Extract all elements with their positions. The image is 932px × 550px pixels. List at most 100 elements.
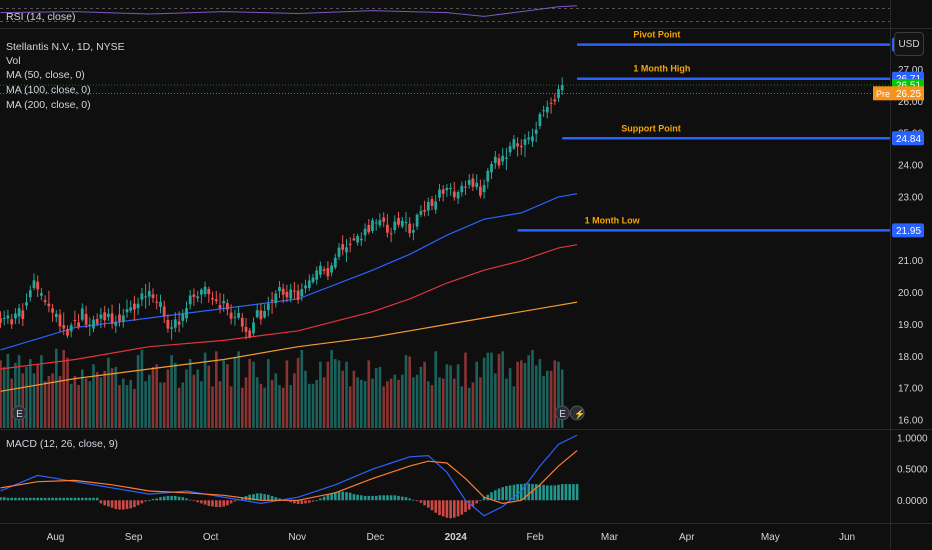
macd-histogram-bar — [460, 500, 464, 515]
candle-body — [0, 318, 2, 323]
macd-histogram-bar — [471, 500, 475, 507]
last-price-tag-text: 26.51 — [896, 81, 921, 92]
volume-bar — [2, 366, 6, 428]
candle-body — [319, 265, 322, 275]
macd-histogram-bar — [229, 500, 233, 504]
candle-body — [345, 247, 348, 253]
currency-button[interactable]: USD — [894, 32, 924, 56]
volume-bar — [415, 374, 419, 428]
macd-histogram-bar — [393, 495, 397, 501]
earnings-marker[interactable] — [554, 405, 570, 421]
macd-histogram-bar — [203, 500, 207, 505]
macd-histogram-bar — [322, 496, 326, 501]
macd-histogram-bar — [482, 497, 486, 501]
macd-histogram-bar — [557, 484, 560, 501]
macd-histogram-bar — [546, 485, 549, 501]
volume-bar — [434, 351, 437, 428]
macd-histogram-bar — [367, 495, 371, 501]
macd-histogram-bar — [99, 500, 103, 504]
volume-bar — [185, 369, 188, 428]
volume-bar — [55, 348, 58, 428]
macd-tick-label: 1.0000 — [897, 434, 928, 445]
pre-market-label-box — [873, 86, 892, 101]
volume-bar — [25, 366, 28, 428]
volume-bar — [467, 387, 471, 428]
candle-body — [144, 296, 147, 298]
macd-histogram-bar — [508, 485, 512, 501]
candle-body — [244, 327, 248, 332]
symbol-title[interactable]: Stellantis N.V., 1D, NYSE — [6, 41, 125, 53]
earnings-marker[interactable] — [11, 405, 27, 421]
candle-body — [412, 230, 415, 233]
candle-body — [333, 257, 337, 268]
macd-histogram-bar — [2, 497, 6, 501]
candle-body — [408, 223, 412, 234]
candle-body — [185, 308, 188, 319]
candle-body — [140, 293, 144, 300]
volume-bar — [69, 383, 73, 428]
price-tick-label: 26.00 — [898, 97, 923, 108]
macd-histogram-bar — [129, 500, 132, 509]
candle-body — [229, 312, 233, 319]
volume-bar — [133, 389, 136, 428]
macd-histogram-bar — [304, 500, 307, 504]
ma50-legend[interactable]: MA (50, close, 0) — [6, 69, 85, 81]
candle-body — [400, 220, 404, 227]
dividend-marker[interactable] — [569, 405, 585, 421]
candle-body — [14, 313, 17, 319]
candle-body — [356, 236, 359, 243]
volume-bar — [423, 361, 426, 428]
volume-bar — [389, 378, 393, 428]
candle-body — [289, 289, 293, 299]
macd-histogram-bar — [408, 498, 411, 501]
macd-histogram-bar — [352, 494, 356, 501]
volume-bar — [482, 357, 486, 428]
candle-body — [196, 296, 200, 299]
volume-bar — [229, 386, 233, 428]
candle-body — [423, 210, 426, 212]
volume-bar — [144, 381, 147, 428]
macd-histogram-bar — [177, 496, 181, 501]
candle-body — [404, 222, 408, 224]
price-tick-label: 20.00 — [898, 288, 923, 299]
macd-histogram-bar — [311, 500, 315, 502]
level-price-tag-text: 24.84 — [896, 134, 921, 145]
volume-bar — [508, 368, 512, 428]
volume-bar — [322, 377, 326, 428]
volume-bar — [99, 377, 103, 428]
volume-bar — [110, 368, 114, 428]
price-tick-label: 23.00 — [898, 192, 923, 203]
candle-body — [512, 139, 516, 149]
candle-body — [505, 157, 508, 159]
volume-bar — [222, 360, 225, 428]
volume-bar — [259, 383, 263, 428]
macd-histogram-bar — [103, 500, 106, 506]
macd-histogram-bar — [55, 497, 58, 501]
ma200-legend[interactable]: MA (200, close, 0) — [6, 99, 91, 111]
macd-histogram-bar — [174, 495, 177, 501]
ma100-legend[interactable]: MA (100, close, 0) — [6, 84, 91, 96]
candle-body — [374, 222, 378, 224]
candle-body — [136, 303, 140, 309]
macd-histogram-bar — [300, 500, 304, 504]
volume-bar — [241, 387, 244, 428]
candle-body — [133, 303, 136, 310]
volume-bar — [278, 385, 281, 428]
macd-histogram-bar — [441, 500, 445, 517]
macd-histogram-bar — [434, 500, 437, 513]
volume-bar — [401, 374, 404, 428]
macd-histogram-bar — [512, 484, 516, 501]
volume-bar — [445, 364, 449, 428]
volume-legend[interactable]: Vol — [6, 55, 21, 67]
macd-histogram-bar — [401, 496, 404, 501]
volume-bar — [29, 359, 32, 428]
macd-histogram-bar — [110, 500, 114, 508]
volume-bar — [330, 350, 333, 428]
macd-histogram-bar — [43, 497, 47, 501]
volume-bar — [345, 361, 348, 428]
pre-market-price-box — [892, 86, 924, 101]
moving-average-line — [0, 193, 578, 351]
candle-body — [200, 289, 203, 295]
